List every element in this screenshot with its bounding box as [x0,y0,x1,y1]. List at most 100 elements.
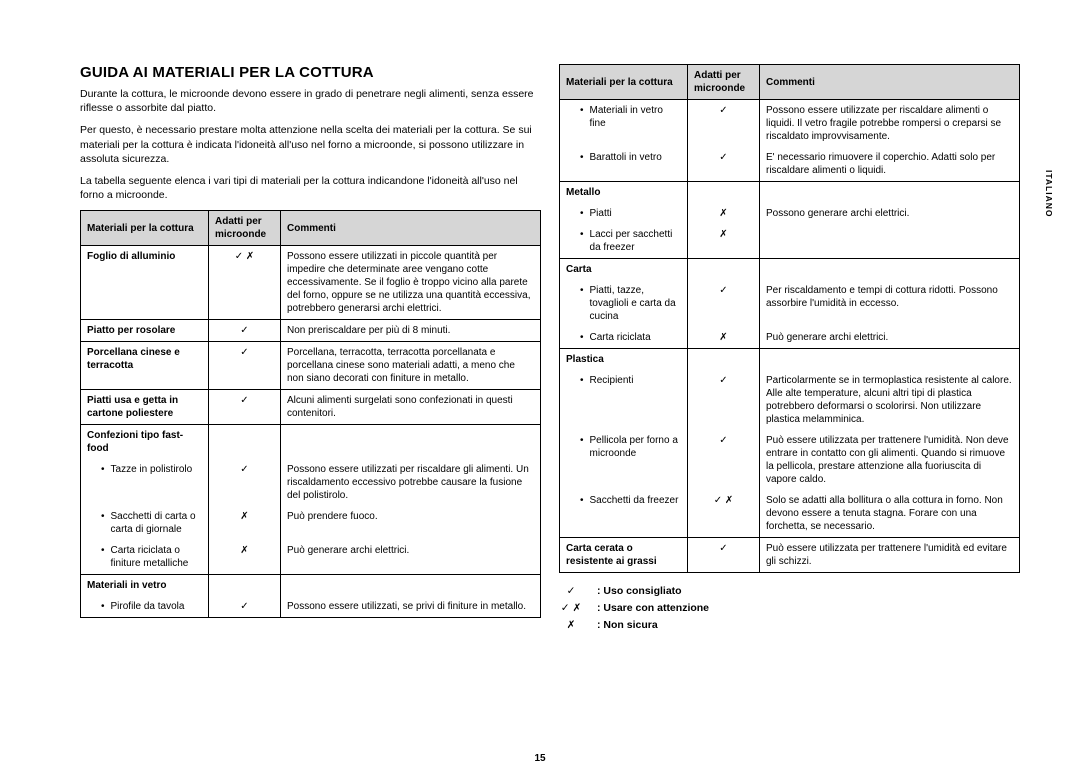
material-cell: Carta [560,259,688,281]
comment-cell [760,259,1020,281]
material-cell: •Pellicola per forno a microonde [560,430,688,490]
comment-cell: Può generare archi elettrici. [760,327,1020,349]
suitable-cell: ✗ [688,327,760,349]
table-row: •Materiali in vetro fine✓Possono essere … [560,100,1020,148]
page-title: GUIDA AI MATERIALI PER LA COTTURA [80,64,541,81]
comment-cell: Particolarmente se in termoplastica resi… [760,370,1020,430]
comment-cell: Può essere utilizzata per trattenere l'u… [760,430,1020,490]
language-tab: ITALIANO [1044,170,1054,218]
suitable-cell: ✓ [209,342,281,390]
th-material: Materiali per la cottura [560,65,688,100]
comment-cell: Alcuni alimenti surgelati sono confezion… [281,390,541,425]
material-cell: •Tazze in polistirolo [81,459,209,506]
suitable-cell [688,259,760,281]
material-cell: •Lacci per sacchetti da freezer [560,224,688,259]
intro-p1: Durante la cottura, le microonde devono … [80,87,541,115]
legend-row: ✗: Non sicura [559,617,1020,634]
comment-cell: Possono essere utilizzati, se privi di f… [281,596,541,618]
material-cell: Piatto per rosolare [81,320,209,342]
th-comments: Commenti [281,211,541,246]
table-row: Carta [560,259,1020,281]
table-row: Plastica [560,349,1020,371]
suitable-cell: ✗ [209,506,281,540]
table-row: Metallo [560,182,1020,204]
table-row: •Piatti, tazze, tovaglioli e carta da cu… [560,280,1020,327]
suitable-cell [688,349,760,371]
suitable-cell: ✓ [209,320,281,342]
intro-p3: La tabella seguente elenca i vari tipi d… [80,174,541,202]
table-row: •Recipienti✓Particolarmente se in termop… [560,370,1020,430]
material-cell: Plastica [560,349,688,371]
comment-cell: Possono essere utilizzati in piccole qua… [281,246,541,320]
suitable-cell: ✓ [688,280,760,327]
material-cell: Materiali in vetro [81,575,209,597]
material-cell: •Sacchetti di carta o carta di giornale [81,506,209,540]
right-column: Materiali per la cottura Adatti per micr… [559,56,1020,633]
material-cell: •Carta riciclata o finiture metalliche [81,540,209,575]
suitable-cell: ✓ [209,390,281,425]
table-row: •Lacci per sacchetti da freezer✗ [560,224,1020,259]
th-comments: Commenti [760,65,1020,100]
material-cell: •Piatti, tazze, tovaglioli e carta da cu… [560,280,688,327]
suitable-cell: ✓ [209,459,281,506]
page-number: 15 [0,753,1080,764]
left-column: GUIDA AI MATERIALI PER LA COTTURA Durant… [80,56,541,633]
table-row: Porcellana cinese e terracotta✓Porcellan… [81,342,541,390]
comment-cell: Per riscaldamento e tempi di cottura rid… [760,280,1020,327]
table-row: •Carta riciclata✗Può generare archi elet… [560,327,1020,349]
comment-cell: Possono generare archi elettrici. [760,203,1020,224]
suitable-cell: ✓ ✗ [688,490,760,538]
table-row: •Pellicola per forno a microonde✓Può ess… [560,430,1020,490]
table-row: Carta cerata o resistente ai grassi✓Può … [560,538,1020,573]
table-row: Confezioni tipo fast-food [81,425,541,460]
comment-cell [281,575,541,597]
comment-cell: Può essere utilizzata per trattenere l'u… [760,538,1020,573]
suitable-cell [209,575,281,597]
th-material: Materiali per la cottura [81,211,209,246]
material-cell: •Barattoli in vetro [560,147,688,182]
table-row: •Piatti✗Possono generare archi elettrici… [560,203,1020,224]
comment-cell: Non preriscaldare per più di 8 minuti. [281,320,541,342]
suitable-cell: ✓ ✗ [209,246,281,320]
legend: ✓: Uso consigliato✓ ✗: Usare con attenzi… [559,583,1020,633]
table-row: Piatti usa e getta in cartone poliestere… [81,390,541,425]
table-row: Foglio di alluminio✓ ✗Possono essere uti… [81,246,541,320]
th-suitable: Adatti per microonde [209,211,281,246]
material-cell: •Pirofile da tavola [81,596,209,618]
suitable-cell: ✓ [688,147,760,182]
material-cell: Piatti usa e getta in cartone poliestere [81,390,209,425]
material-cell: Carta cerata o resistente ai grassi [560,538,688,573]
suitable-cell: ✗ [688,224,760,259]
suitable-cell: ✓ [688,538,760,573]
th-suitable: Adatti per microonde [688,65,760,100]
suitable-cell: ✓ [688,430,760,490]
comment-cell: Possono essere utilizzate per riscaldare… [760,100,1020,148]
comment-cell [760,224,1020,259]
comment-cell: Possono essere utilizzati per riscaldare… [281,459,541,506]
suitable-cell: ✓ [688,370,760,430]
comment-cell: Può generare archi elettrici. [281,540,541,575]
material-cell: •Carta riciclata [560,327,688,349]
suitable-cell: ✓ [209,596,281,618]
suitable-cell: ✗ [688,203,760,224]
suitable-cell: ✓ [688,100,760,148]
material-cell: Confezioni tipo fast-food [81,425,209,460]
table-row: •Barattoli in vetro✓E' necessario rimuov… [560,147,1020,182]
material-cell: •Sacchetti da freezer [560,490,688,538]
material-cell: •Materiali in vetro fine [560,100,688,148]
suitable-cell [209,425,281,460]
legend-row: ✓: Uso consigliato [559,583,1020,600]
suitable-cell: ✗ [209,540,281,575]
material-cell: Porcellana cinese e terracotta [81,342,209,390]
comment-cell: Porcellana, terracotta, terracotta porce… [281,342,541,390]
material-cell: •Recipienti [560,370,688,430]
intro-p2: Per questo, è necessario prestare molta … [80,123,541,166]
table-row: •Carta riciclata o finiture metalliche✗P… [81,540,541,575]
table-row: •Pirofile da tavola✓Possono essere utili… [81,596,541,618]
material-cell: •Piatti [560,203,688,224]
comment-cell: Può prendere fuoco. [281,506,541,540]
table-row: •Tazze in polistirolo✓Possono essere uti… [81,459,541,506]
table-row: •Sacchetti di carta o carta di giornale✗… [81,506,541,540]
comment-cell [760,349,1020,371]
comment-cell: E' necessario rimuovere il coperchio. Ad… [760,147,1020,182]
